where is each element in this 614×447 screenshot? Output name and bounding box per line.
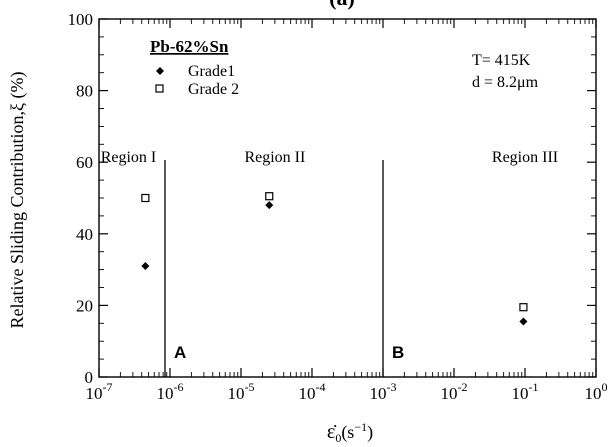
data-point-grade1 <box>519 317 528 326</box>
x-axis-unit-exp: −1 <box>354 420 367 434</box>
x-tick-label: 10-7 <box>86 380 113 403</box>
x-tick-base: 10 <box>512 384 529 403</box>
grain-size-annotation: d = 8.2μm <box>472 74 539 91</box>
x-tick-label: 100 <box>585 380 608 403</box>
x-tick-label: 10-3 <box>370 380 397 403</box>
x-tick-exponent: 0 <box>602 380 608 394</box>
legend-title: Pb-62%Sn <box>150 37 229 56</box>
x-tick-label: 10-1 <box>512 380 539 403</box>
boundary-label: B <box>392 343 404 362</box>
x-axis-unit-pre: (s <box>341 422 354 443</box>
x-tick-exponent: -4 <box>316 380 326 394</box>
x-tick-base: 10 <box>299 384 316 403</box>
y-tick-label: 100 <box>68 10 94 29</box>
x-tick-exponent: -7 <box>103 380 113 394</box>
y-axis-title: Relative Sliding Contribution,ξ (%) <box>7 71 28 328</box>
x-tick-exponent: -1 <box>529 380 539 394</box>
y-tick-label: 20 <box>76 296 93 315</box>
region-boundaries <box>164 160 384 377</box>
data-point-grade1 <box>265 201 274 210</box>
region-label: Region II <box>244 149 305 166</box>
x-tick-base: 10 <box>585 384 602 403</box>
x-tick-label: 10-2 <box>441 380 468 403</box>
minor-ticks <box>99 19 596 377</box>
legend-marker-grade1 <box>156 67 164 75</box>
x-axis-symbol-sub: 0 <box>335 431 341 445</box>
y-tick-labels: 0 20 40 60 80 100 <box>68 10 94 387</box>
legend-label-grade1: Grade1 <box>188 63 235 80</box>
legend-marker-grade2 <box>155 84 164 93</box>
x-tick-exponent: -2 <box>458 380 468 394</box>
x-tick-label: 10-4 <box>299 380 326 403</box>
data-point-grade1 <box>141 262 150 271</box>
boundary-label: A <box>174 343 186 362</box>
x-tick-labels: 10-7 10-6 10-5 10-4 10-3 10-2 10-1 100 <box>86 380 608 403</box>
x-tick-label: 10-5 <box>228 380 255 403</box>
y-tick-label: 0 <box>85 368 94 387</box>
x-tick-base: 10 <box>86 384 103 403</box>
temperature-annotation: T= 415K <box>472 52 531 69</box>
major-ticks <box>98 18 597 378</box>
x-axis-title: ε̇0(s−1) <box>327 420 373 445</box>
y-tick-label: 80 <box>76 82 93 101</box>
legend-label-grade2: Grade 2 <box>188 81 239 98</box>
x-tick-exponent: -6 <box>174 380 184 394</box>
x-tick-base: 10 <box>370 384 387 403</box>
y-tick-label: 60 <box>76 153 93 172</box>
x-axis-symbol: ε̇ <box>327 421 337 443</box>
x-axis-unit-post: ) <box>367 422 373 443</box>
x-tick-label: 10-6 <box>157 380 184 403</box>
x-tick-exponent: -5 <box>245 380 255 394</box>
data-point-grade2 <box>141 193 150 203</box>
y-tick-label: 40 <box>76 225 93 244</box>
x-tick-base: 10 <box>157 384 174 403</box>
legend: Pb-62%Sn Grade1 Grade 2 <box>150 37 239 98</box>
data-point-grade2 <box>265 192 274 201</box>
x-tick-exponent: -3 <box>387 380 397 394</box>
region-labels: Region I Region II Region III <box>101 149 558 166</box>
data-points <box>141 192 528 326</box>
region-label: Region III <box>492 149 558 166</box>
x-tick-base: 10 <box>228 384 245 403</box>
region-label: Region I <box>101 149 157 166</box>
x-tick-base: 10 <box>441 384 458 403</box>
panel-label: (a) <box>329 0 355 10</box>
data-point-grade2 <box>519 303 528 312</box>
